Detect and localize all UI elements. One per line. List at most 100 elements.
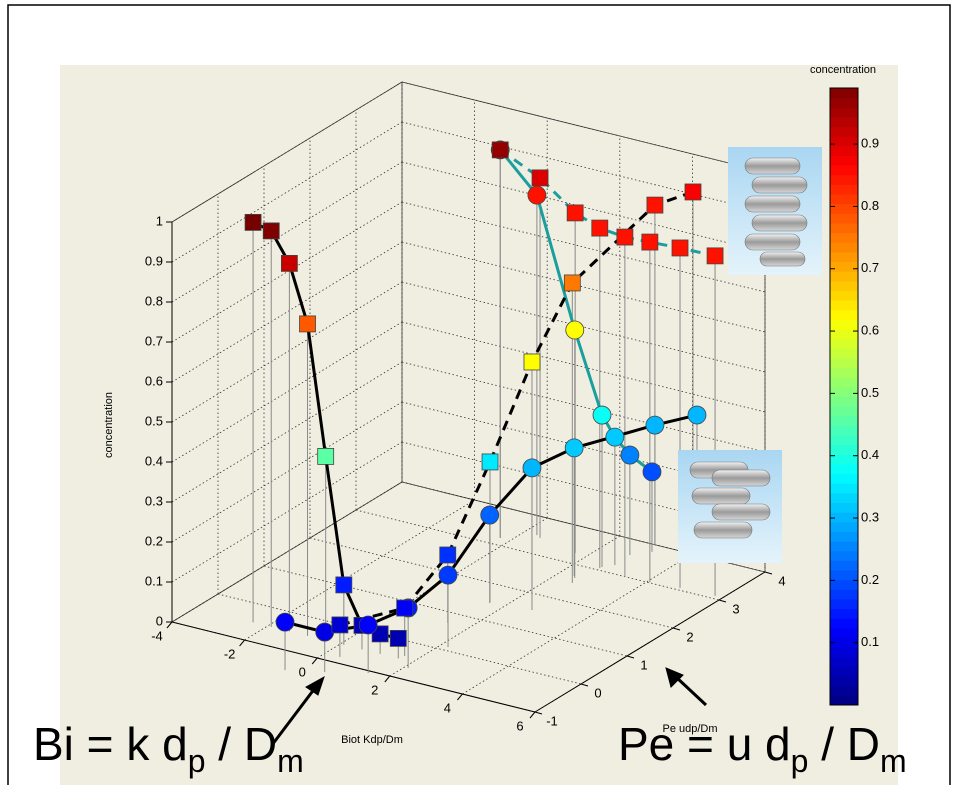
marker [646, 196, 664, 214]
z-tick-label: 0.9 [145, 253, 163, 268]
colorbar-cell [830, 483, 858, 494]
annotation: Pe = u dp / Dm [618, 718, 907, 779]
marker [564, 438, 584, 458]
colorbar-cell [830, 444, 858, 455]
marker [358, 615, 378, 635]
colorbar-cell [830, 290, 858, 301]
z-tick-label: 0.3 [145, 493, 163, 508]
marker [620, 445, 640, 465]
colorbar-cell [830, 165, 858, 176]
colorbar-cell [830, 145, 858, 156]
marker [527, 185, 547, 205]
colorbar-cell [830, 242, 858, 253]
colorbar-cell [830, 685, 858, 696]
colorbar-cell [830, 126, 858, 137]
marker [687, 405, 707, 425]
colorbar-cell [830, 406, 858, 417]
x-axis [171, 621, 536, 713]
marker [481, 453, 499, 471]
grid-line [171, 201, 403, 343]
colorbar-cell [830, 338, 858, 349]
grid-line [171, 361, 403, 503]
grid-line [171, 401, 403, 543]
marker [439, 546, 457, 564]
inset-image-top [728, 147, 822, 275]
colorbar-cell [830, 251, 858, 263]
annotation-subscript: m [880, 743, 907, 779]
marker [331, 616, 349, 634]
x-tick [239, 639, 245, 647]
colorbar-cell [830, 396, 858, 407]
y-tick-label: -1 [546, 713, 558, 728]
colorbar-tick-label: 0.2 [861, 572, 879, 587]
marker [396, 599, 414, 617]
z-tick-label: 1 [156, 213, 163, 228]
colorbar-cell [830, 222, 858, 234]
y-tick-label: 0 [594, 685, 601, 700]
colorbar-cell [830, 319, 858, 330]
marker [616, 228, 634, 246]
colorbar-cell [830, 550, 858, 561]
colorbar-cell [830, 579, 858, 590]
colorbar-cell [830, 589, 858, 600]
y-tick-label: 4 [778, 573, 785, 588]
grid-line [389, 535, 621, 677]
colorbar-cell [830, 232, 858, 243]
grid-line [171, 441, 403, 583]
grid-line [171, 321, 403, 463]
colorbar: 0.1 0.2 0.3 0.4 0.5 0.6 0.7 0.8 0.9 [829, 87, 879, 706]
colorbar-cell [830, 627, 858, 639]
colorbar-cell [830, 155, 858, 166]
x-tick-label: 4 [444, 700, 451, 715]
marker [522, 458, 542, 478]
annotation-text: Bi = k d [33, 718, 188, 770]
y-axis-label: Pe udp/Dm [662, 723, 717, 735]
colorbar-frame [829, 87, 859, 706]
annotation-text: / D [206, 718, 278, 770]
colorbar-cell [830, 521, 858, 532]
colorbar-cell [830, 666, 858, 677]
x-tick-label: 6 [516, 718, 523, 733]
z-tick-label: 0.7 [145, 333, 163, 348]
z-tick-label: 0 [156, 613, 163, 628]
colorbar-cell [830, 377, 858, 388]
grid-line [316, 517, 548, 659]
colorbar-cell [830, 174, 858, 185]
z-tick-label: 0.2 [145, 533, 163, 548]
marker [438, 565, 458, 585]
colorbar-cell [830, 203, 858, 214]
colorbar-tick-label: 0.3 [861, 509, 879, 524]
marker [565, 320, 585, 340]
y-tick-label: 1 [640, 657, 647, 672]
marker [531, 169, 549, 187]
marker [671, 239, 689, 257]
inset-image-bottom [678, 450, 782, 563]
marker [592, 405, 612, 425]
annotation-text: Pe = u d [618, 718, 791, 770]
x-tick [529, 711, 536, 719]
marker [389, 630, 407, 647]
marker [317, 447, 335, 465]
colorbar-cell [830, 309, 858, 320]
colorbar-tick-label: 0.8 [861, 198, 879, 213]
marker [645, 415, 665, 435]
colorbar-cell [830, 88, 858, 99]
marker [244, 213, 262, 231]
marker [280, 254, 298, 272]
colorbar-cell [830, 695, 858, 706]
grid-line [462, 553, 693, 695]
y-tick [534, 711, 543, 715]
arrows [270, 667, 708, 746]
y-axis [534, 571, 766, 713]
x-tick [311, 657, 318, 665]
marker [335, 576, 353, 594]
x-tick [384, 675, 391, 683]
colorbar-cell [830, 213, 858, 224]
grid-line [171, 281, 403, 423]
x-axis-label: Biot Kdp/Dm [341, 734, 403, 746]
colorbar-cell [830, 502, 858, 513]
x-tick [457, 693, 463, 701]
marker [563, 274, 581, 292]
z-tick-label: 0.8 [145, 293, 163, 308]
colorbar-cell [830, 637, 858, 648]
